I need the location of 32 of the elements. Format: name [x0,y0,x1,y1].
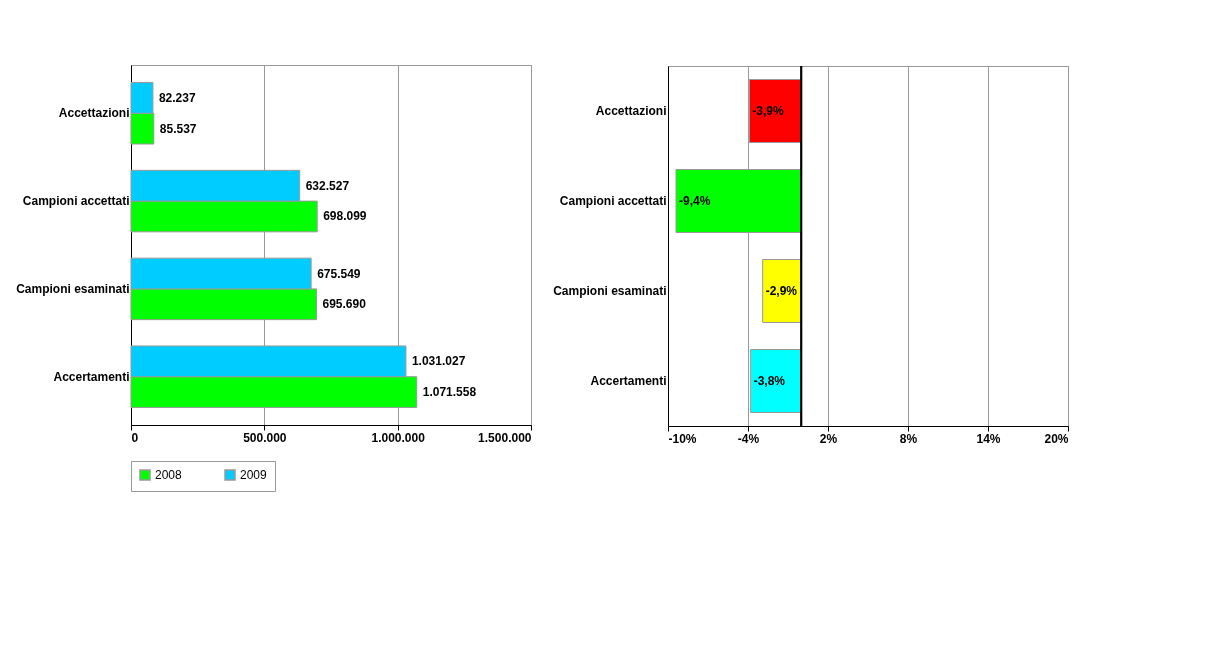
data-label: 695.690 [322,297,367,312]
x-tick-label: 2% [819,431,838,446]
data-label: 1.071.558 [422,385,477,400]
x-tick-label: 14% [976,431,1001,446]
data-label: -2,9% [765,284,798,298]
data-label: 85.537 [159,121,197,136]
x-tick-label: -10% [668,431,697,446]
x-tick-label: 0 [131,430,139,445]
y-tick-label: Accertamenti [53,369,130,384]
y-tick-label: Campioni esaminati [16,281,130,296]
y-tick-label: Accettazioni [58,106,130,121]
x-tick-label: 8% [899,431,918,446]
data-label: 1.031.027 [411,354,466,369]
data-label: 632.527 [305,178,350,193]
y-tick-label: Campioni accettati [559,194,667,208]
legend-label: 2008 [155,468,183,482]
data-label: 675.549 [317,266,361,281]
data-label: 82.237 [158,90,196,105]
data-label: -9,4% [679,194,711,208]
y-tick-label: Campioni accettati [22,194,130,209]
legend-label: 2009 [240,468,268,482]
x-tick-label: 1.000.000 [371,430,426,445]
y-tick-label: Accertamenti [590,374,667,388]
data-label: -3,8% [753,374,786,388]
x-tick-label: 20% [1044,431,1069,446]
x-tick-label: 1.500.000 [478,430,532,445]
y-tick-label: Campioni esaminati [553,284,667,298]
x-tick-label: -4% [737,431,760,446]
y-tick-label: Accettazioni [595,104,667,118]
x-tick-label: 500.000 [243,430,287,445]
data-label: 698.099 [323,209,367,224]
data-label: -3,9% [752,104,785,118]
